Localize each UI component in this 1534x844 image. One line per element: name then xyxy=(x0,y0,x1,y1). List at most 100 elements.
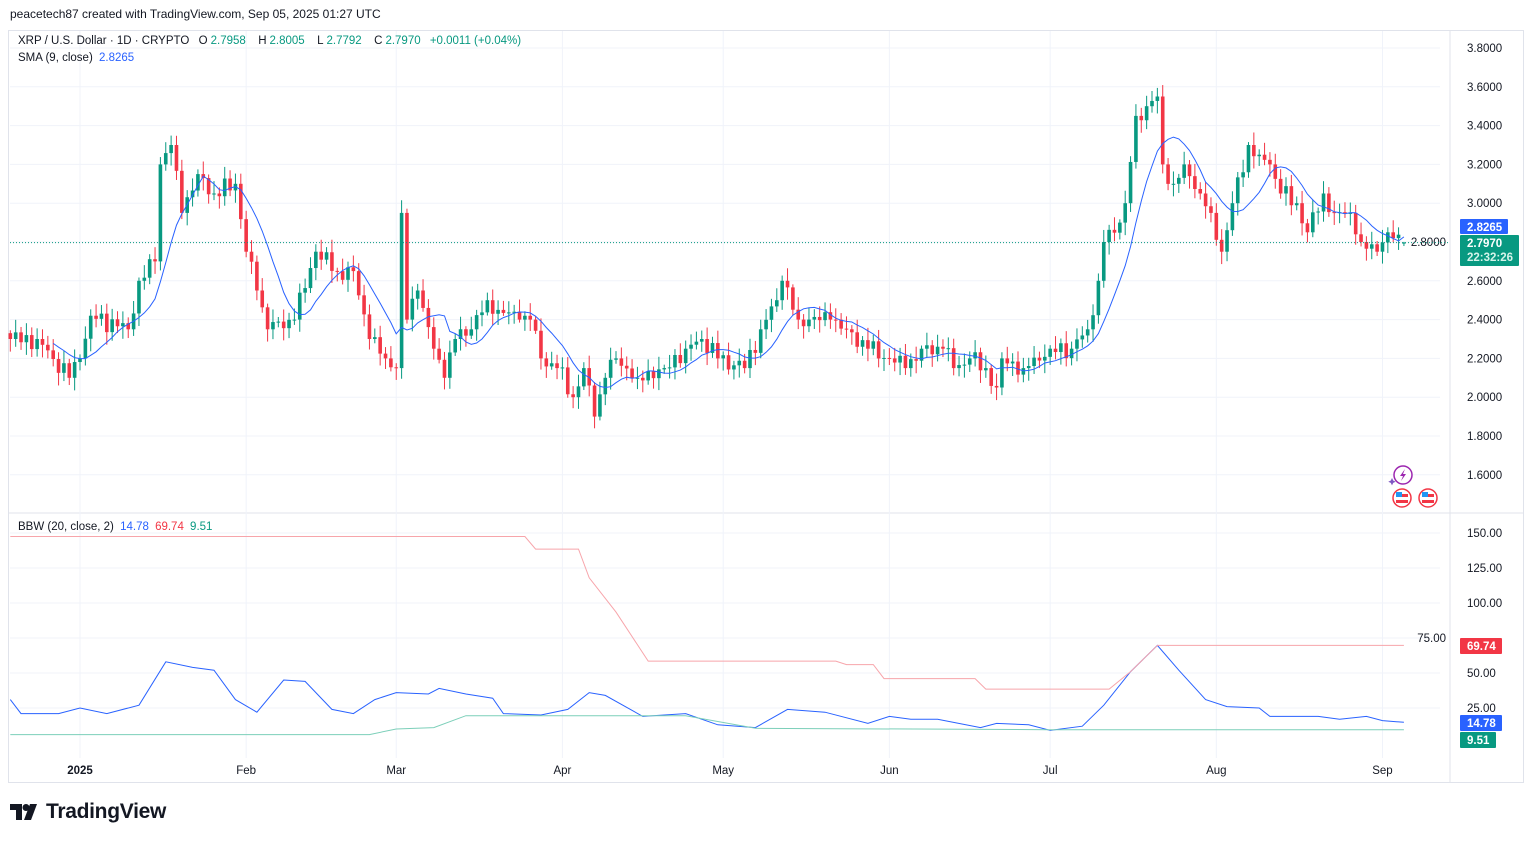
candle[interactable] xyxy=(1284,177,1288,206)
candle[interactable] xyxy=(689,334,693,361)
candle[interactable] xyxy=(641,370,645,393)
candle[interactable] xyxy=(619,347,624,377)
candle[interactable] xyxy=(62,350,66,382)
candle[interactable] xyxy=(94,304,98,328)
candle[interactable] xyxy=(1273,153,1278,189)
candle[interactable] xyxy=(1107,224,1111,255)
candle[interactable] xyxy=(453,333,457,356)
candle[interactable] xyxy=(46,335,50,359)
candle[interactable] xyxy=(1278,169,1283,199)
candle[interactable] xyxy=(1359,222,1363,247)
candle[interactable] xyxy=(608,347,613,390)
candle[interactable] xyxy=(437,338,441,364)
candle[interactable] xyxy=(758,319,763,359)
candle[interactable] xyxy=(876,329,881,368)
candle[interactable] xyxy=(24,323,29,355)
candle[interactable] xyxy=(1026,357,1031,381)
candle[interactable] xyxy=(753,340,758,366)
candle[interactable] xyxy=(319,239,323,270)
candle[interactable] xyxy=(1171,171,1176,197)
candle[interactable] xyxy=(560,357,565,380)
candle[interactable] xyxy=(474,309,479,341)
candle[interactable] xyxy=(624,356,629,381)
candle[interactable] xyxy=(1037,351,1042,369)
candle[interactable] xyxy=(571,386,575,409)
candle[interactable] xyxy=(882,349,886,371)
candle[interactable] xyxy=(1364,236,1369,261)
candle[interactable] xyxy=(13,319,18,347)
candle[interactable] xyxy=(276,316,281,328)
candle[interactable] xyxy=(1198,182,1203,200)
candle[interactable] xyxy=(699,330,704,352)
candle[interactable] xyxy=(115,311,120,334)
candle[interactable] xyxy=(737,348,742,378)
candle[interactable] xyxy=(1101,229,1106,288)
candle[interactable] xyxy=(1369,231,1374,260)
candle[interactable] xyxy=(957,355,961,377)
candle[interactable] xyxy=(158,157,163,271)
candle[interactable] xyxy=(485,292,490,316)
candle[interactable] xyxy=(1241,159,1245,187)
candle[interactable] xyxy=(383,347,388,370)
candle[interactable] xyxy=(1214,203,1219,246)
candle[interactable] xyxy=(914,346,918,374)
candle[interactable] xyxy=(244,210,248,258)
candle[interactable] xyxy=(367,304,372,350)
candle[interactable] xyxy=(1064,331,1069,367)
candle[interactable] xyxy=(308,257,313,293)
candle[interactable] xyxy=(892,347,897,372)
candle[interactable] xyxy=(1402,241,1406,247)
candle[interactable] xyxy=(431,317,436,360)
candle[interactable] xyxy=(807,307,811,333)
candle[interactable] xyxy=(297,283,302,332)
candle[interactable] xyxy=(51,339,55,367)
candle[interactable] xyxy=(1005,346,1010,372)
candle[interactable] xyxy=(973,340,977,367)
candle[interactable] xyxy=(1182,151,1186,185)
candle[interactable] xyxy=(147,254,152,285)
candle[interactable] xyxy=(839,313,843,335)
candle[interactable] xyxy=(994,373,999,401)
candle[interactable] xyxy=(603,372,608,406)
candle[interactable] xyxy=(1300,190,1304,236)
candle[interactable] xyxy=(35,328,39,357)
candle[interactable] xyxy=(1305,218,1310,243)
candle[interactable] xyxy=(265,303,270,342)
candle[interactable] xyxy=(1177,173,1181,193)
candle[interactable] xyxy=(228,170,232,197)
candle[interactable] xyxy=(1160,85,1165,174)
candle[interactable] xyxy=(833,308,838,333)
candle[interactable] xyxy=(533,315,538,334)
candle[interactable] xyxy=(507,301,511,325)
candle[interactable] xyxy=(1080,326,1085,348)
candle[interactable] xyxy=(1219,229,1224,265)
candle[interactable] xyxy=(726,342,731,375)
candle[interactable] xyxy=(1203,182,1208,219)
candle[interactable] xyxy=(464,326,468,347)
candle[interactable] xyxy=(1209,197,1213,223)
candle[interactable] xyxy=(421,279,425,312)
candle[interactable] xyxy=(925,332,929,358)
candle[interactable] xyxy=(523,311,527,331)
candle[interactable] xyxy=(142,265,147,290)
candle[interactable] xyxy=(984,355,988,378)
candle[interactable] xyxy=(1150,90,1154,113)
candle[interactable] xyxy=(1139,107,1144,133)
candle[interactable] xyxy=(88,309,93,352)
candle[interactable] xyxy=(791,284,795,316)
candle[interactable] xyxy=(287,312,291,339)
candle[interactable] xyxy=(29,327,34,358)
candle[interactable] xyxy=(1096,273,1101,324)
candle[interactable] xyxy=(1396,227,1401,250)
candle[interactable] xyxy=(662,364,667,374)
candle[interactable] xyxy=(1380,229,1385,264)
candle[interactable] xyxy=(501,300,506,316)
candle[interactable] xyxy=(801,314,806,339)
candle[interactable] xyxy=(935,334,940,362)
candle[interactable] xyxy=(1144,95,1149,130)
candle[interactable] xyxy=(40,329,45,358)
candle[interactable] xyxy=(919,345,924,368)
candle[interactable] xyxy=(812,309,817,329)
candle[interactable] xyxy=(657,356,661,391)
candle[interactable] xyxy=(1000,352,1004,396)
